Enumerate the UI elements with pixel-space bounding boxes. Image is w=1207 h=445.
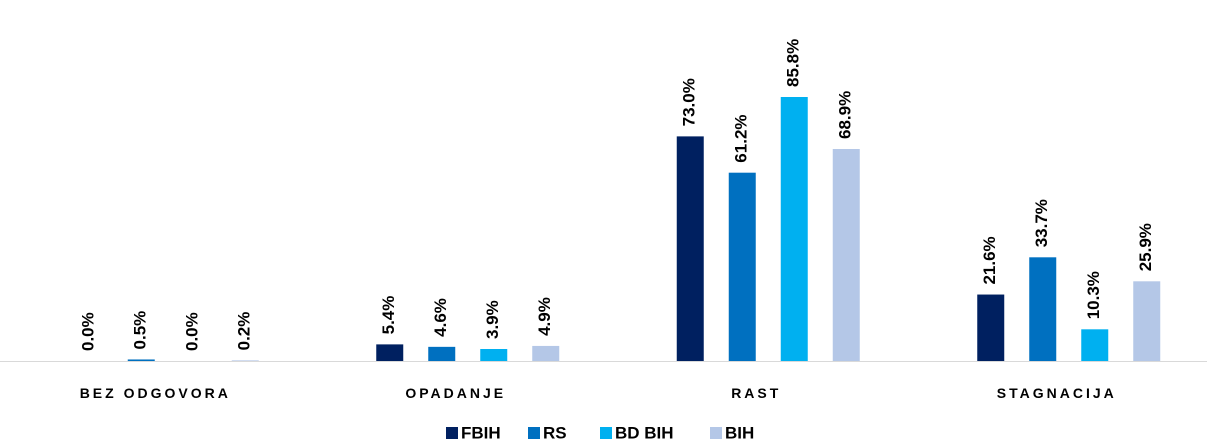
data-label: 73.0% bbox=[680, 78, 699, 126]
x-tick-label: OPADANJE bbox=[405, 385, 506, 401]
bar bbox=[728, 172, 756, 361]
data-label: 5.4% bbox=[379, 296, 398, 335]
bar bbox=[977, 294, 1005, 361]
data-label: 0.0% bbox=[79, 312, 98, 351]
legend-swatch bbox=[710, 427, 722, 439]
data-label: 33.7% bbox=[1032, 199, 1051, 247]
legend-swatch bbox=[600, 427, 612, 439]
legend-label: FBIH bbox=[461, 423, 501, 442]
x-tick-label: BEZ ODGOVORA bbox=[80, 385, 231, 401]
x-tick-label: STAGNACIJA bbox=[997, 385, 1117, 401]
data-label: 0.5% bbox=[131, 311, 150, 350]
bar bbox=[428, 346, 456, 361]
legend-swatch bbox=[528, 427, 540, 439]
bar bbox=[532, 345, 560, 361]
legend-label: RS bbox=[543, 423, 567, 442]
data-label: 4.6% bbox=[431, 298, 450, 337]
legend-swatch bbox=[446, 427, 458, 439]
bar bbox=[231, 360, 259, 361]
data-label: 68.9% bbox=[836, 91, 855, 139]
bar bbox=[127, 359, 155, 361]
bar bbox=[1081, 329, 1109, 361]
data-label: 21.6% bbox=[980, 236, 999, 284]
bar bbox=[1029, 257, 1057, 361]
bar bbox=[376, 344, 404, 361]
legend-label: BD BIH bbox=[615, 423, 674, 442]
data-label: 85.8% bbox=[784, 39, 803, 87]
data-label: 4.9% bbox=[535, 297, 554, 336]
bar bbox=[832, 149, 860, 361]
data-label: 61.2% bbox=[732, 114, 751, 162]
x-tick-label: RAST bbox=[731, 385, 781, 401]
bar bbox=[480, 349, 508, 361]
data-label: 0.2% bbox=[235, 312, 254, 351]
bar bbox=[1133, 281, 1161, 361]
legend-label: BIH bbox=[725, 423, 754, 442]
bar bbox=[780, 97, 808, 361]
data-label: 25.9% bbox=[1136, 223, 1155, 271]
data-label: 3.9% bbox=[483, 300, 502, 339]
data-label: 0.0% bbox=[183, 312, 202, 351]
data-label: 10.3% bbox=[1084, 271, 1103, 319]
bar bbox=[676, 136, 704, 361]
